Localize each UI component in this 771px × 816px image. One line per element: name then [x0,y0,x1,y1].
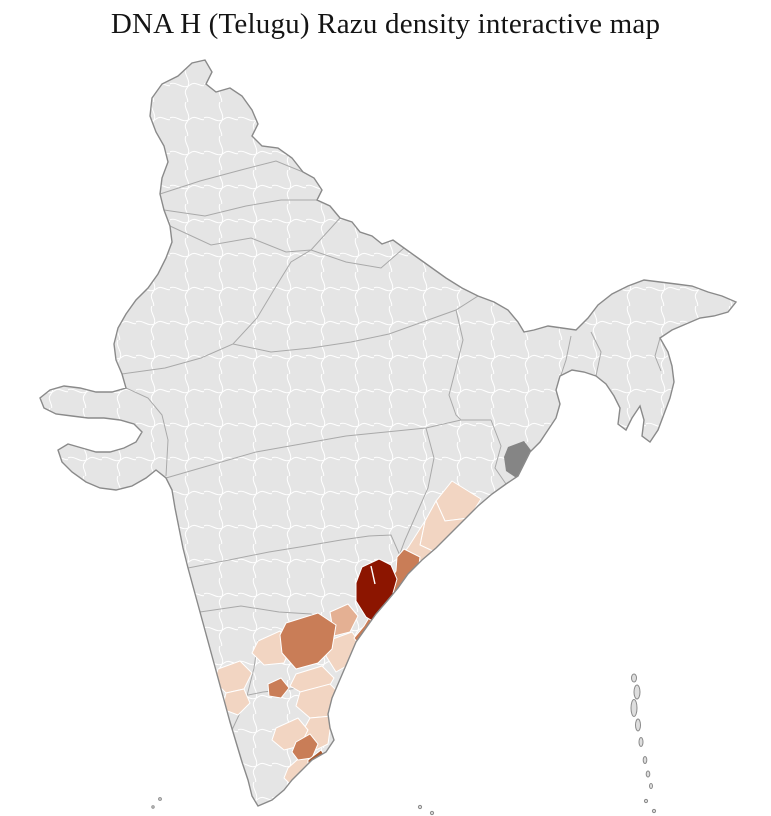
island[interactable] [630,699,638,717]
density-districts [213,480,482,789]
island[interactable] [633,684,641,700]
island[interactable] [635,718,641,732]
islet[interactable] [158,797,162,801]
island[interactable] [631,673,637,683]
district[interactable] [279,612,337,670]
islet[interactable] [651,808,657,814]
district-gap-line [370,565,376,585]
islands [151,673,657,816]
island[interactable] [645,770,651,778]
island-chain [151,673,657,816]
island[interactable] [638,737,644,747]
district[interactable] [267,677,290,699]
page-title: DNA H (Telugu) Razu density interactive … [110,8,661,40]
island[interactable] [649,783,653,789]
island[interactable] [642,756,648,764]
islet[interactable] [151,805,155,809]
islet[interactable] [417,804,423,810]
district-borders-texture [40,60,736,806]
islet[interactable] [429,810,435,816]
islet[interactable] [643,798,649,804]
state-borders [121,160,662,731]
